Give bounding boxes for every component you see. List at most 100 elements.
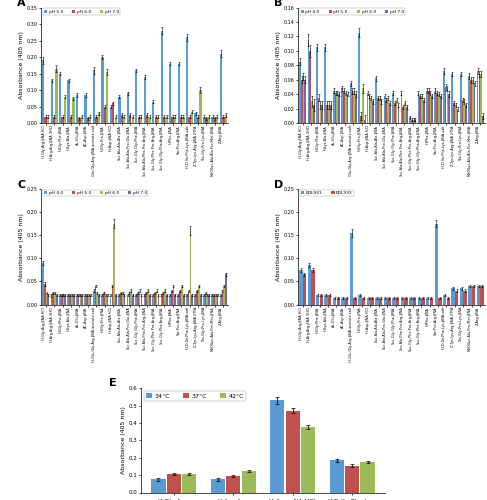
Bar (387, 298, 391, 304)
Bar (124, 296, 125, 304)
Y-axis label: Absorbance (405 nm): Absorbance (405 nm) (276, 32, 281, 100)
Bar (76, 296, 77, 304)
Bar (154, 293, 156, 304)
Bar (115, 296, 117, 304)
Bar (171, 290, 172, 304)
Bar (166, 296, 168, 304)
Bar (324, 48, 326, 123)
Bar (196, 290, 198, 304)
Bar (225, 115, 227, 123)
Bar (440, 96, 442, 123)
Bar (197, 116, 199, 123)
Bar (392, 298, 395, 304)
Bar (101, 296, 103, 304)
Bar (308, 265, 311, 304)
Bar (182, 116, 185, 123)
Bar (338, 94, 340, 123)
Bar (70, 116, 72, 123)
Bar (299, 62, 301, 123)
Bar (379, 98, 380, 123)
Bar (362, 298, 365, 304)
Bar (328, 296, 332, 304)
Bar (341, 298, 345, 304)
Bar (112, 104, 114, 123)
Bar (78, 118, 81, 123)
Bar (166, 116, 168, 123)
Bar (360, 462, 375, 492)
Bar (191, 296, 193, 304)
Bar (402, 108, 404, 123)
Bar (460, 74, 462, 123)
Bar (52, 293, 54, 304)
Bar (208, 296, 210, 304)
Bar (311, 270, 315, 304)
Bar (360, 116, 362, 123)
Bar (443, 296, 447, 304)
Bar (164, 290, 166, 304)
Bar (217, 296, 219, 304)
Bar (220, 296, 222, 304)
Bar (81, 296, 83, 304)
Bar (343, 90, 345, 123)
Bar (468, 76, 470, 123)
Bar (112, 286, 113, 304)
Bar (107, 296, 109, 304)
Bar (358, 33, 360, 123)
Bar (59, 296, 61, 304)
Bar (462, 100, 463, 123)
Bar (180, 116, 182, 123)
Bar (104, 106, 106, 123)
Legend: 34°C, 37°C, 42°C: 34°C, 37°C, 42°C (144, 392, 246, 400)
Bar (46, 293, 47, 304)
Bar (464, 102, 465, 123)
Bar (354, 298, 357, 304)
Bar (354, 90, 355, 123)
Bar (122, 293, 124, 304)
Bar (358, 296, 362, 304)
Bar (169, 64, 171, 123)
Bar (337, 298, 340, 304)
Bar (341, 88, 343, 123)
Bar (47, 296, 49, 304)
Bar (188, 116, 190, 123)
Bar (186, 296, 187, 304)
Bar (72, 98, 75, 123)
Legend: pH 4.0, pH 5.0, pH 6.0, pH 7.0: pH 4.0, pH 5.0, pH 6.0, pH 7.0 (42, 190, 149, 196)
Bar (303, 274, 306, 304)
Bar (451, 74, 453, 123)
Bar (367, 93, 369, 123)
Bar (352, 90, 354, 123)
Bar (149, 296, 151, 304)
Bar (350, 233, 353, 304)
Bar (345, 466, 359, 492)
Bar (110, 296, 112, 304)
Bar (426, 298, 430, 304)
Bar (417, 298, 421, 304)
Bar (480, 74, 482, 123)
Bar (44, 284, 46, 304)
Bar (156, 290, 157, 304)
Bar (330, 460, 344, 492)
Bar (179, 290, 181, 304)
Bar (379, 298, 382, 304)
Bar (174, 296, 176, 304)
Bar (207, 116, 210, 123)
Bar (144, 77, 146, 123)
Bar (68, 80, 70, 123)
Bar (101, 57, 104, 123)
Bar (453, 103, 455, 123)
Bar (381, 102, 382, 123)
Legend: pH 4.0, pH 5.0, pH 6.0, pH 7.0: pH 4.0, pH 5.0, pH 6.0, pH 7.0 (299, 8, 405, 15)
Bar (355, 94, 357, 123)
Bar (394, 103, 395, 123)
Bar (63, 296, 64, 304)
Bar (428, 90, 430, 123)
Bar (477, 71, 479, 123)
Bar (137, 293, 139, 304)
Y-axis label: Absorbance (405 nm): Absorbance (405 nm) (19, 32, 24, 100)
Text: D: D (274, 180, 283, 190)
Bar (445, 87, 447, 123)
Bar (76, 95, 78, 123)
Bar (163, 116, 165, 123)
Bar (447, 88, 448, 123)
